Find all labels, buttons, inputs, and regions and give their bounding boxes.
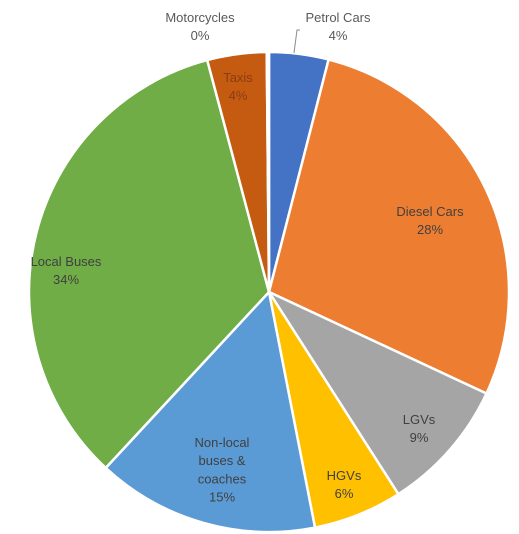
data-label-hgvs: HGVs 6% [327, 468, 362, 501]
pie-slice-local-buses [27, 58, 271, 470]
slice-labels: Petrol Cars 4% Diesel Cars 28% LGVs 9% HGVs 6% N… [31, 10, 465, 505]
data-label-motorcycles: Motorcycles 0% [165, 10, 235, 43]
leader-lines [293, 29, 300, 54]
pie-slice-lgvs [267, 290, 488, 496]
data-label-diesel-cars: Diesel Cars 28% [396, 204, 464, 237]
data-label-lgvs: LGVs 9% [403, 412, 436, 445]
leader-line-petrol-cars [293, 29, 300, 54]
data-label-petrol-cars: Petrol Cars 4% [305, 10, 371, 43]
pie-slices [27, 50, 511, 534]
data-label-taxis: Taxis 4% [223, 70, 253, 103]
pie-slice-motorcycles [265, 50, 271, 294]
data-label-non-local-buses-coaches: Non-local buses & coaches 15% [195, 435, 250, 505]
pie-slice-diesel-cars [267, 58, 511, 395]
data-label-local-buses: Local Buses 34% [31, 254, 102, 287]
pie-slice-non-local-buses-coaches [104, 290, 317, 534]
